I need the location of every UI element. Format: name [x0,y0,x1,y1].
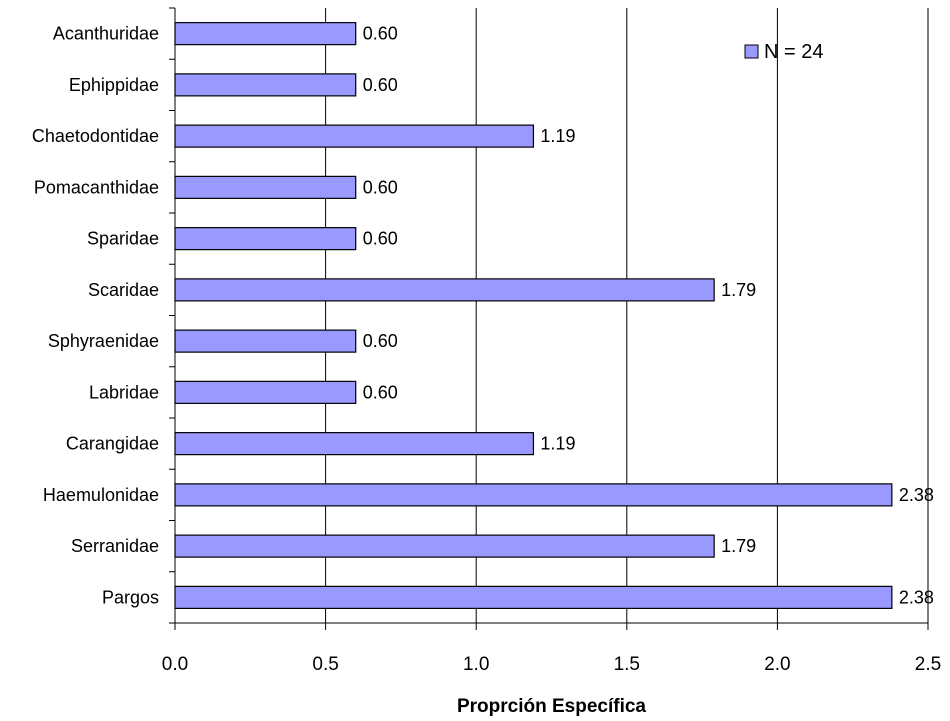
x-tick-label: 1.0 [463,654,489,675]
bar [174,585,893,609]
bar [174,483,893,507]
data-label: 2.38 [899,485,934,505]
category-labels: Acanthuridae Ephippidae Chaetodontidae Poma… [32,24,159,608]
data-label: 1.19 [540,126,575,146]
bar [174,227,357,251]
bars [174,22,893,609]
category-label: Sphyraenidae [48,331,159,351]
category-label: Pargos [102,587,159,607]
x-axis-title: Proprción Específica [457,696,646,717]
category-label: Chaetodontidae [32,126,159,146]
data-label: 0.60 [363,331,398,351]
category-label: Ephippidae [69,75,159,95]
category-label: Serranidae [71,536,159,556]
bar [174,329,357,353]
bar [174,534,715,558]
bar [174,22,357,46]
bar [174,73,357,97]
x-tick-label: 1.5 [614,654,640,675]
category-label: Carangidae [66,434,159,454]
x-tick-labels: 0.0 0.5 1.0 1.5 2.0 2.5 [162,654,941,675]
data-label: 0.60 [363,177,398,197]
category-label: Acanthuridae [53,24,159,44]
x-tick-label: 0.0 [162,654,188,675]
category-label: Pomacanthidae [34,177,159,197]
data-label: 0.60 [363,382,398,402]
axes [169,7,929,630]
category-label: Sparidae [87,229,159,249]
data-label: 0.60 [363,75,398,95]
bar [174,124,535,148]
data-labels: 0.60 0.60 1.19 0.60 0.60 1.79 0.60 0.60 1.19 2.38… [363,24,934,608]
data-label: 1.79 [721,536,756,556]
legend: N = 24 [744,41,823,63]
x-tick-label: 2.5 [915,654,941,675]
data-label: 0.60 [363,24,398,44]
category-label: Scaridae [88,280,159,300]
bar [174,380,357,404]
data-label: 1.79 [721,280,756,300]
bar [174,432,535,456]
legend-swatch [744,44,759,59]
legend-label: N = 24 [764,41,823,63]
bar [174,175,357,199]
x-tick-label: 2.0 [764,654,790,675]
data-label: 2.38 [899,587,934,607]
x-tick-label: 0.5 [312,654,338,675]
bar [174,278,715,302]
data-label: 1.19 [540,434,575,454]
category-label: Haemulonidae [43,485,159,505]
gridlines [325,8,929,623]
data-label: 0.60 [363,229,398,249]
category-label: Labridae [89,382,159,402]
